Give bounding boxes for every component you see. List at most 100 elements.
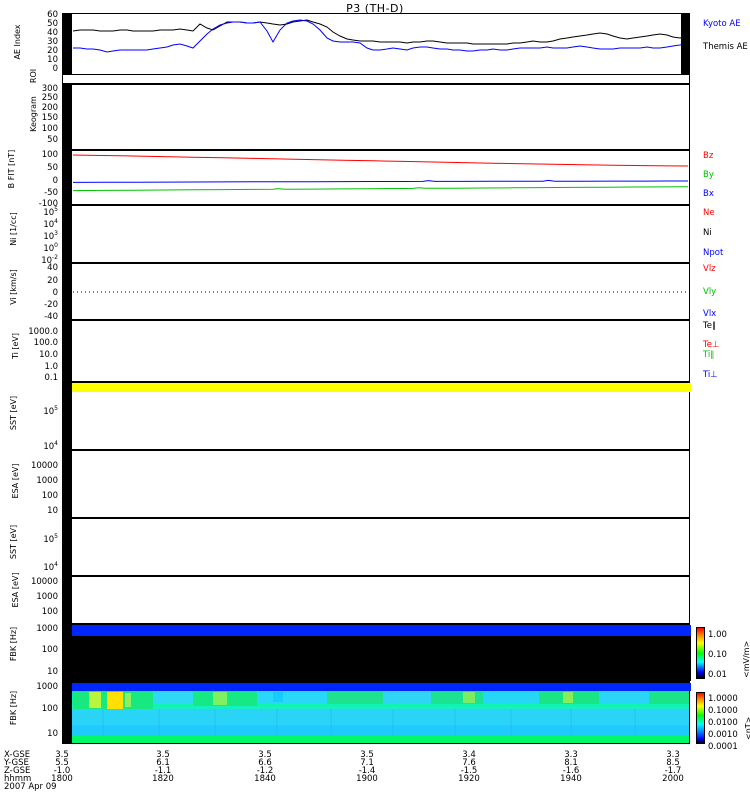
panel-bfit-ytick-m50: -50 <box>44 188 58 198</box>
panel-ae-ytick-30: 30 <box>47 37 58 47</box>
eph-col-1840-hhmm: 1840 <box>254 774 276 784</box>
panel-esa1 <box>62 450 690 518</box>
eph-col-1920-z: -1.5 <box>460 766 478 776</box>
panel-sst2-tickbar <box>63 519 72 575</box>
panel-fbk1-tickbar <box>63 625 72 681</box>
page-title: P3 (TH-D) <box>346 2 404 15</box>
eph-col-1800-hhmm: 1800 <box>51 774 73 784</box>
panel-esa2-tickbar <box>63 577 72 623</box>
panel-ae-ytick-40: 40 <box>47 28 58 38</box>
legend-ti-tiperp: Ti⊥ <box>703 370 718 380</box>
panel-bfit-ytick-100: 100 <box>41 150 58 160</box>
eph-col-1820-x: 3.5 <box>156 750 170 760</box>
eph-col-1840-y: 6.6 <box>258 758 272 768</box>
panel-bfit-plot <box>63 151 689 204</box>
panel-roi <box>62 75 690 84</box>
legend-bfit-by: By <box>703 170 714 180</box>
panel-keogram-ytick-50: 50 <box>47 135 58 145</box>
eph-key-zgse: Z-GSE <box>4 766 31 776</box>
panel-ti <box>62 320 690 382</box>
panel-ti-ytick-1000: 1000.0 <box>28 327 58 337</box>
panel-esa1-ytick-10000: 10000 <box>30 461 58 471</box>
ae-kyoto-line <box>73 19 688 53</box>
panel-ni-tickbar <box>63 206 72 262</box>
bfit-bx-line <box>72 186 689 192</box>
panel-sst1-yellow-band <box>72 383 691 392</box>
panel-bfit-ytick-m100: -100 <box>38 199 58 209</box>
panel-ti-ytick-100: 100.0 <box>33 338 58 348</box>
eph-col-1900-z: -1.4 <box>358 766 376 776</box>
eph-col-1820-hhmm: 1820 <box>152 774 174 784</box>
panel-keogram-ytick-150: 150 <box>41 113 58 123</box>
panel-fbk2-ytick-1000: 1000 <box>36 682 58 692</box>
legend-ni-npot: Npot <box>703 248 724 258</box>
panel-bfit-ytitle: B FIT [nT] <box>7 149 16 189</box>
eph-col-1800-y: 5.5 <box>55 758 69 768</box>
panel-fbk1-ytick-10: 10 <box>47 667 58 677</box>
eph-col-2000-z: -1.7 <box>664 766 682 776</box>
panel-sst2-ytick-1e4: 104 <box>43 561 58 573</box>
legend-vi-vly: Vly <box>703 287 717 297</box>
panel-sst2-ytick-1e5: 105 <box>43 533 58 545</box>
panel-esa1-tickbar <box>63 451 72 517</box>
fbk2-colorbar-title: <nT> <box>744 716 750 740</box>
panel-keogram-ytick-250: 250 <box>41 93 58 103</box>
legend-bfit-bz: Bz <box>703 151 714 161</box>
panel-fbk2-blue-band <box>63 683 691 691</box>
panel-bfit <box>62 150 690 205</box>
fbk1-colorbar-tick-1: 1.00 <box>708 630 727 640</box>
fbk2-colorbar-tick-1: 1.0000 <box>708 694 738 704</box>
fbk2-colorbar-tick-3: 0.0100 <box>708 718 738 728</box>
panel-ae-ytick-10: 10 <box>47 55 58 65</box>
legend-ae-themis: Themis AE <box>703 42 748 52</box>
legend-ti-tepar: Te∥ <box>703 321 717 331</box>
panel-sst1-ytitle: SST [eV] <box>9 395 18 431</box>
eph-key-ygse: Y-GSE <box>4 758 29 768</box>
panel-sst1-tickbar <box>63 383 72 449</box>
legend-ti-tipar: Ti∥ <box>703 350 715 360</box>
eph-date: 2007 Apr 09 <box>4 782 57 792</box>
panel-ae <box>62 13 690 75</box>
panel-esa1-ytick-100: 100 <box>41 491 58 501</box>
bfit-bz-line <box>72 154 689 167</box>
fbk1-colorbar-tick-2: 0.10 <box>708 650 727 660</box>
panel-ni-ytick-1em2: 10-2 <box>41 254 58 266</box>
panel-keogram-ytick-100: 100 <box>41 124 58 134</box>
fbk1-colorbar-tick-3: 0.01 <box>708 670 727 680</box>
eph-col-1920-x: 3.4 <box>462 750 476 760</box>
panel-esa2-ytick-10000: 10000 <box>30 577 58 587</box>
fbk2-colorbar-tick-5: 0.0001 <box>708 742 738 752</box>
panel-sst1 <box>62 382 691 450</box>
eph-col-1840-z: -1.2 <box>256 766 274 776</box>
panel-fbk2-spectrogram <box>63 691 689 743</box>
ae-left-endcap <box>63 14 71 74</box>
eph-col-1800-z: -1.0 <box>53 766 71 776</box>
panel-fbk1-blue-band <box>63 625 691 636</box>
panel-sst1-ytick-1e5: 105 <box>43 405 58 417</box>
fbk1-colorbar <box>696 627 705 679</box>
panel-fbk1 <box>62 624 691 682</box>
legend-bfit-bx: Bx <box>703 189 714 199</box>
eph-col-1940-y: 8.1 <box>564 758 578 768</box>
panel-ni-ytick-1e0: 100 <box>43 242 58 254</box>
legend-ni-ni: Ni <box>703 228 712 238</box>
eph-col-1920-y: 7.6 <box>462 758 476 768</box>
eph-col-1940-hhmm: 1940 <box>560 774 582 784</box>
panel-ae-plot <box>63 14 689 74</box>
panel-bfit-ytick-50: 50 <box>47 163 58 173</box>
legend-vi-vlz: Vlz <box>703 264 716 274</box>
panel-keogram-ytick-300: 300 <box>41 84 58 94</box>
eph-col-1900-x: 3.5 <box>360 750 374 760</box>
legend-vi-vlx: Vlx <box>703 309 717 319</box>
panel-bfit-tickbar <box>63 151 72 204</box>
panel-ti-ytick-10: 10.0 <box>39 350 58 360</box>
panel-sst1-ytick-1e4: 104 <box>43 440 58 452</box>
panel-vi-ytick-0: 0 <box>52 288 58 298</box>
eph-col-2000-x: 3.3 <box>666 750 680 760</box>
fbk2-spectrogram-svg <box>63 691 689 743</box>
panel-ae-ytick-0: 0 <box>52 64 58 74</box>
ae-right-endcap <box>681 14 689 74</box>
panel-vi <box>62 263 690 320</box>
eph-col-1820-y: 6.1 <box>156 758 170 768</box>
